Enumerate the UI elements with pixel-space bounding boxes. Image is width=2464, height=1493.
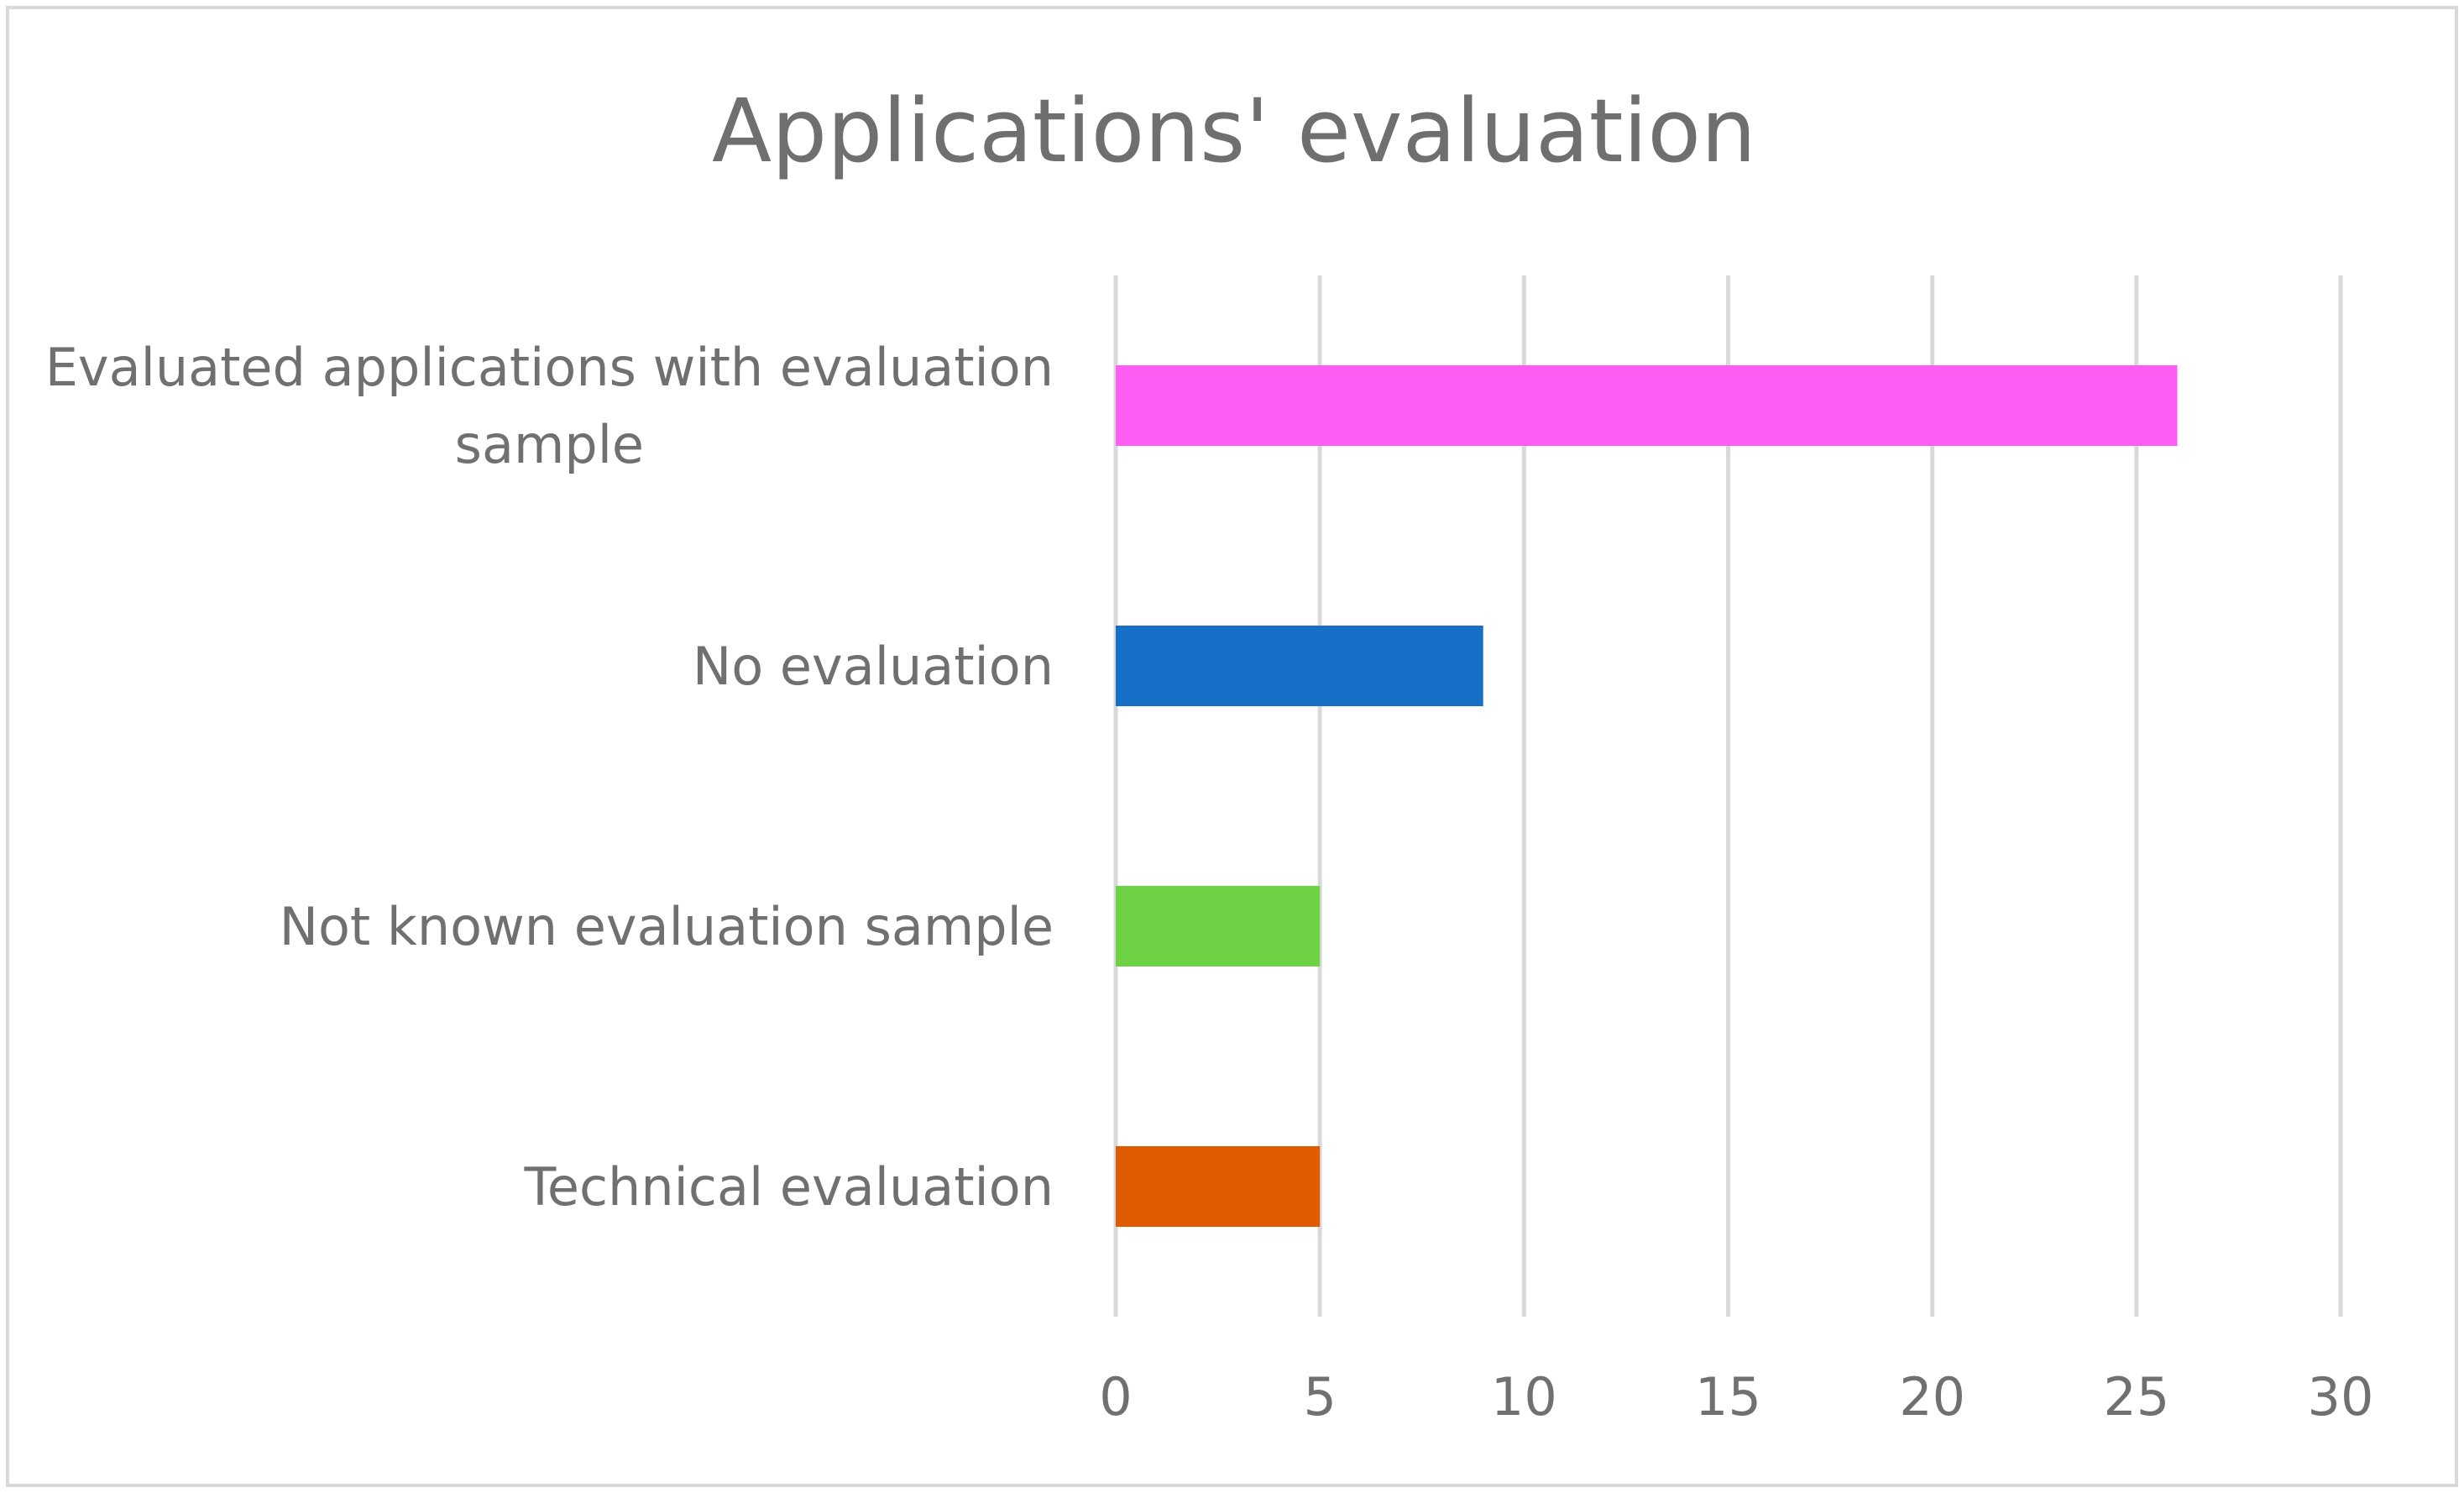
category-label: Not known evaluation sample bbox=[280, 896, 1054, 957]
x-tick-label: 15 bbox=[1695, 1366, 1761, 1428]
x-tick-label: 0 bbox=[1099, 1366, 1132, 1428]
x-axis-tick-labels: 0 5 10 15 20 25 30 bbox=[1099, 1366, 2373, 1428]
category-label: No evaluation bbox=[693, 636, 1054, 697]
chart-title: Applications' evaluation bbox=[712, 80, 1756, 182]
bar-0 bbox=[1116, 365, 2178, 446]
x-tick-label: 25 bbox=[2103, 1366, 2169, 1428]
category-labels: Evaluated applications with evaluation sa… bbox=[45, 337, 1054, 1218]
x-tick-label: 20 bbox=[1899, 1366, 1965, 1428]
x-tick-label: 10 bbox=[1491, 1366, 1557, 1428]
category-label: Evaluated applications with evaluation bbox=[45, 337, 1054, 398]
bar-3 bbox=[1116, 1146, 1321, 1227]
x-tick-label: 30 bbox=[2308, 1366, 2374, 1428]
category-label: sample bbox=[455, 414, 644, 475]
category-label: Technical evaluation bbox=[523, 1156, 1054, 1218]
x-tick-label: 5 bbox=[1303, 1366, 1336, 1428]
bar-1 bbox=[1116, 626, 1483, 706]
chart-border bbox=[6, 6, 2458, 1487]
gridlines bbox=[1113, 275, 2343, 1317]
bars bbox=[1116, 365, 2178, 1227]
bar-2 bbox=[1116, 886, 1321, 967]
